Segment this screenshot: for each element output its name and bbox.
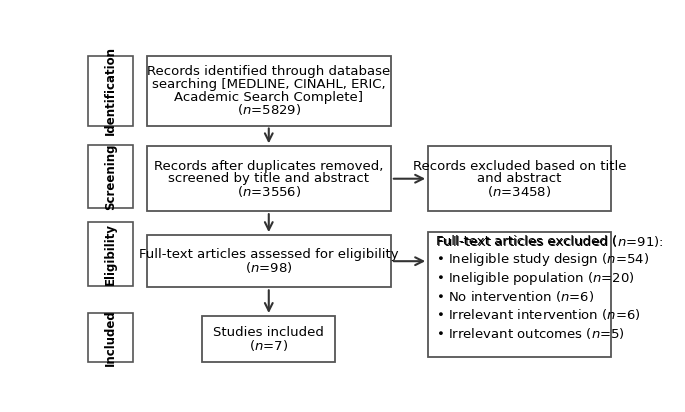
Text: Full-text articles excluded (: Full-text articles excluded ( [436,235,617,248]
Text: Records identified through database: Records identified through database [147,65,390,78]
Bar [88,145,134,208]
Bar [428,232,611,357]
Bar [147,146,391,211]
Text: Screening: Screening [104,143,117,210]
Text: • Ineligible population ($\it{n}$=20): • Ineligible population ($\it{n}$=20) [436,270,634,287]
Text: Full-text articles assessed for eligibility: Full-text articles assessed for eligibil… [139,248,399,261]
Bar [88,222,134,286]
Bar [88,313,134,362]
Text: and abstract: and abstract [477,172,562,185]
Text: ($\it{n}$=3556): ($\it{n}$=3556) [236,184,301,199]
Bar [203,316,335,362]
Bar [147,235,391,288]
Text: ($\it{n}$=5829): ($\it{n}$=5829) [237,102,301,117]
Text: Included: Included [104,309,117,366]
Bar [147,56,391,126]
Text: Identification: Identification [104,46,117,135]
Text: searching [MEDLINE, CINAHL, ERIC,: searching [MEDLINE, CINAHL, ERIC, [152,78,386,91]
Text: • Ineligible study design ($\it{n}$=54): • Ineligible study design ($\it{n}$=54) [436,251,649,268]
Text: ($\it{n}$=7): ($\it{n}$=7) [249,338,288,353]
Text: Full-text articles excluded ($\it{n}$=91):: Full-text articles excluded ($\it{n}$=91… [436,234,664,249]
Text: ($\it{n}$=98): ($\it{n}$=98) [245,260,292,275]
Text: • Irrelevant intervention ($\it{n}$=6): • Irrelevant intervention ($\it{n}$=6) [436,307,640,323]
Text: Records excluded based on title: Records excluded based on title [413,159,626,173]
Bar [88,56,134,126]
Text: screened by title and abstract: screened by title and abstract [169,172,369,185]
Text: Studies included: Studies included [213,326,324,339]
Text: ($\it{n}$=3458): ($\it{n}$=3458) [488,184,552,199]
Text: • No intervention ($\it{n}$=6): • No intervention ($\it{n}$=6) [436,289,594,304]
Text: Records after duplicates removed,: Records after duplicates removed, [154,159,384,173]
Bar [428,146,611,211]
Text: • Irrelevant outcomes ($\it{n}$=5): • Irrelevant outcomes ($\it{n}$=5) [436,326,625,341]
Text: Eligibility: Eligibility [104,223,117,285]
Text: Academic Search Complete]: Academic Search Complete] [174,91,363,103]
